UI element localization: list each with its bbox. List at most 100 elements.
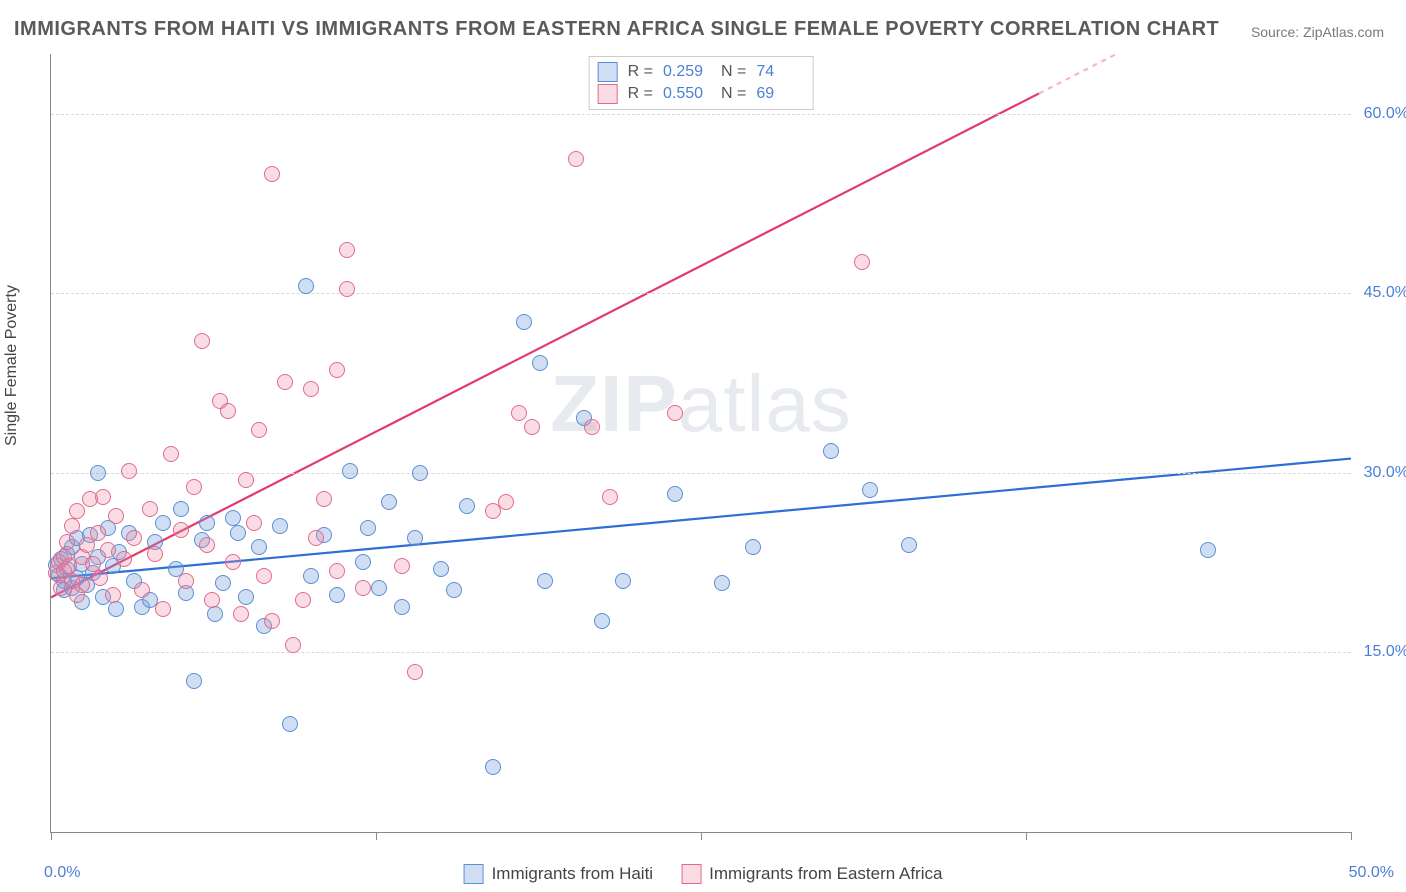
- data-point: [303, 381, 319, 397]
- data-point: [342, 463, 358, 479]
- eq-label-4: =: [733, 85, 747, 102]
- data-point: [381, 494, 397, 510]
- chart-title: IMMIGRANTS FROM HAITI VS IMMIGRANTS FROM…: [14, 18, 1219, 41]
- data-point: [142, 501, 158, 517]
- data-point: [163, 446, 179, 462]
- data-point: [407, 530, 423, 546]
- data-point: [64, 518, 80, 534]
- data-point: [264, 613, 280, 629]
- data-point: [407, 664, 423, 680]
- data-point: [204, 592, 220, 608]
- watermark: ZIPatlas: [550, 358, 851, 450]
- x-tick: [376, 832, 377, 840]
- data-point: [615, 573, 631, 589]
- x-tick: [1026, 832, 1027, 840]
- data-point: [745, 539, 761, 555]
- r-value-haiti: 0.259: [663, 63, 711, 81]
- data-point: [246, 515, 262, 531]
- data-point: [108, 508, 124, 524]
- source-prefix: Source:: [1251, 24, 1303, 40]
- data-point: [134, 582, 150, 598]
- n-label-2: N: [721, 85, 733, 102]
- data-point: [339, 281, 355, 297]
- data-point: [186, 673, 202, 689]
- n-value-eafrica: 69: [756, 85, 804, 103]
- series-label-eafrica: Immigrants from Eastern Africa: [709, 864, 942, 884]
- data-point: [394, 558, 410, 574]
- data-point: [238, 472, 254, 488]
- data-point: [108, 601, 124, 617]
- n-value-haiti: 74: [756, 63, 804, 81]
- data-point: [173, 522, 189, 538]
- data-point: [225, 554, 241, 570]
- data-point: [459, 498, 475, 514]
- data-point: [568, 151, 584, 167]
- data-point: [199, 515, 215, 531]
- data-point: [394, 599, 410, 615]
- data-point: [412, 465, 428, 481]
- data-point: [282, 716, 298, 732]
- data-point: [251, 539, 267, 555]
- x-tick: [51, 832, 52, 840]
- y-axis-label: Single Female Poverty: [3, 285, 21, 446]
- data-point: [862, 482, 878, 498]
- data-point: [194, 333, 210, 349]
- data-point: [498, 494, 514, 510]
- data-point: [714, 575, 730, 591]
- x-tick: [1351, 832, 1352, 840]
- data-point: [215, 575, 231, 591]
- data-point: [433, 561, 449, 577]
- data-point: [238, 589, 254, 605]
- x-tick: [701, 832, 702, 840]
- data-point: [355, 580, 371, 596]
- data-point: [95, 489, 111, 505]
- legend-swatch-eafrica-bottom: [681, 864, 701, 884]
- data-point: [90, 465, 106, 481]
- data-point: [532, 355, 548, 371]
- trend-lines-svg: [51, 54, 1351, 832]
- data-point: [667, 405, 683, 421]
- data-point: [155, 601, 171, 617]
- data-point: [298, 278, 314, 294]
- data-point: [173, 501, 189, 517]
- chart-container: IMMIGRANTS FROM HAITI VS IMMIGRANTS FROM…: [0, 0, 1406, 892]
- data-point: [524, 419, 540, 435]
- data-point: [295, 592, 311, 608]
- y-tick-label: 60.0%: [1359, 105, 1406, 123]
- data-point: [92, 570, 108, 586]
- data-point: [446, 582, 462, 598]
- data-point: [308, 530, 324, 546]
- watermark-light: atlas: [678, 359, 852, 448]
- data-point: [186, 479, 202, 495]
- watermark-bold: ZIP: [550, 359, 677, 448]
- data-point: [126, 530, 142, 546]
- data-point: [316, 491, 332, 507]
- r-value-eafrica: 0.550: [663, 85, 711, 103]
- series-legend-item-eafrica: Immigrants from Eastern Africa: [681, 864, 942, 884]
- data-point: [371, 580, 387, 596]
- trend-line-extrapolated: [1039, 54, 1116, 93]
- data-point: [105, 587, 121, 603]
- data-point: [1200, 542, 1216, 558]
- source-name: ZipAtlas.com: [1303, 24, 1384, 40]
- data-point: [823, 443, 839, 459]
- gridline: [51, 114, 1351, 115]
- data-point: [100, 542, 116, 558]
- data-point: [256, 568, 272, 584]
- data-point: [854, 254, 870, 270]
- data-point: [537, 573, 553, 589]
- series-legend: Immigrants from Haiti Immigrants from Ea…: [464, 864, 943, 884]
- correlation-legend: R = 0.259 N = 74 R = 0.550 N = 69: [589, 56, 814, 110]
- data-point: [277, 374, 293, 390]
- data-point: [264, 166, 280, 182]
- legend-swatch-eafrica: [598, 84, 618, 104]
- data-point: [251, 422, 267, 438]
- n-label: N: [721, 63, 733, 80]
- data-point: [207, 606, 223, 622]
- data-point: [116, 551, 132, 567]
- data-point: [602, 489, 618, 505]
- data-point: [511, 405, 527, 421]
- plot-area: ZIPatlas R = 0.259 N = 74 R = 0.550 N = …: [50, 54, 1351, 833]
- x-axis-min-label: 0.0%: [44, 864, 80, 882]
- x-axis-max-label: 50.0%: [1349, 864, 1394, 882]
